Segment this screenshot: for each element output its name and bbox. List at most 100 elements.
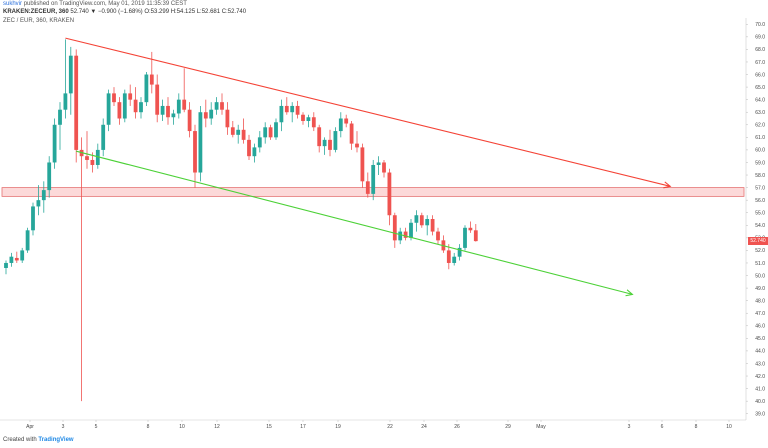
candle-down [112,93,116,103]
time-tick-label: Apr [26,424,34,430]
price-tick-label: 69.0 [755,35,765,41]
price-tick-label: 46.0 [755,324,765,330]
price-tick-label: 62.0 [755,123,765,129]
candle-down [360,147,365,182]
price-tick-label: 64.0 [755,97,765,103]
price-tick-label: 65.0 [755,85,765,91]
published-text: published on TradingView.com, May 01, 20… [23,1,187,7]
price-tick-label: 44.0 [755,349,765,355]
candle-down [133,99,138,113]
resistance-arrowhead [663,181,672,189]
price-tick-label: 42.0 [755,374,765,380]
price-tick-label: 70.0 [755,22,765,28]
candle-down [225,109,230,128]
candle-up [63,93,68,110]
candle-down [220,102,224,110]
price-tick-label: 50.0 [755,273,765,279]
price-tick-label: 39.0 [755,412,765,418]
price-tick-label: 59.0 [755,160,765,166]
time-tick-label: 5 [95,424,98,430]
candle-up [338,118,343,132]
candle-up [171,113,176,118]
candle-down [419,215,424,226]
time-tick-label: 29 [505,424,511,430]
candle-up [274,122,278,138]
candle-up [41,190,46,201]
candle-up [198,112,203,173]
candle-down [295,105,300,115]
candle-up [31,206,35,231]
time-tick-label: 24 [421,424,427,430]
time-tick-label: 22 [387,424,393,430]
price-tick-label: 68.0 [755,47,765,53]
price-tick-label: 54.0 [755,223,765,229]
price-tick-label: 57.0 [755,185,765,191]
candle-down [149,74,154,85]
candle-up [414,215,419,223]
time-tick-label: May [536,424,546,430]
time-tick-label: 10 [179,424,185,430]
candle-down [349,123,354,144]
candle-up [209,109,214,119]
ohlc-values: 52.740 ▼ −0.900 (−1.68%) O:53.299 H:54.1… [70,9,247,15]
price-tick-label: 63.0 [755,110,765,116]
candle-down [473,230,478,242]
candle-up [306,117,311,122]
candle-down [117,102,122,119]
candle-up [52,124,57,163]
resistance-trendline[interactable] [65,37,671,187]
candle-up [101,124,106,150]
candle-up [263,127,268,138]
price-tick-label: 41.0 [755,386,765,392]
publisher-name[interactable]: sukhvir [3,1,23,7]
price-axis[interactable]: 39.0 40.0 41.0 42.0 43.0 44.0 45.0 46.0 47.0 48.0… [746,22,765,418]
candle-up [4,262,8,268]
time-tick-label: 3 [62,424,65,430]
tradingview-logo[interactable]: TradingView [38,437,74,443]
candle-up [160,105,165,115]
candle-down [268,127,273,138]
price-tick-label: 43.0 [755,361,765,367]
candle-up [398,231,403,241]
candle-up [252,147,257,157]
candle-down [430,219,435,232]
candle-down [365,181,370,194]
candle-down [182,99,187,110]
time-axis[interactable]: Apr 3 5 8 10 12 15 17 19 22 24 26 29 May 3 6 8 10 [26,420,732,430]
price-tick-label: 49.0 [755,286,765,292]
price-tick-label: 40.0 [755,399,765,405]
candle-down [344,118,349,124]
footer: Created with TradingView [3,437,74,443]
price-tick-label: 45.0 [755,336,765,342]
candle-down [392,215,397,241]
price-tick-label: 67.0 [755,60,765,66]
candle-up [376,162,381,165]
candle-up [25,230,30,251]
candle-down [436,231,440,241]
candle-up [236,129,241,135]
footer-created-with: Created with [3,437,37,443]
candle-down [403,231,408,238]
legend-symbol: ZEC / EUR, 360, KRAKEN [3,18,75,24]
time-tick-label: 12 [214,424,220,430]
time-tick-label: 26 [454,424,460,430]
time-tick-label: 10 [726,424,732,430]
candle-up [58,109,62,125]
time-tick-label: 19 [335,424,341,430]
candle-up [333,131,338,150]
time-tick-label: 3 [628,424,631,430]
candle-up [214,102,219,110]
candle-down [193,131,197,173]
time-tick-label: 17 [300,424,306,430]
support-arrowhead [625,289,634,297]
price-tick-label: 60.0 [755,148,765,154]
candle-up [95,149,100,165]
candle-down [382,162,386,173]
support-trendline[interactable] [76,150,633,295]
candle-up [122,93,127,119]
candle-down [14,257,19,261]
candle-down [128,93,133,100]
candle-up [425,219,430,226]
price-tick-label: 52.0 [755,248,765,254]
